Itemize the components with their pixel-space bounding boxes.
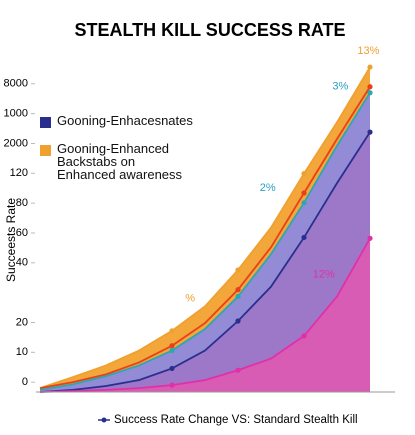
line	[39, 66, 371, 389]
area	[40, 238, 370, 392]
y-tick-label: 20	[16, 316, 28, 328]
point	[235, 293, 241, 300]
y-tick-label: 10	[16, 346, 28, 358]
y-tick-label: 120	[10, 167, 28, 179]
point	[367, 235, 373, 241]
y-tick-label: 8000	[4, 78, 28, 90]
point	[169, 365, 175, 372]
line	[39, 92, 371, 391]
point	[367, 64, 373, 70]
line	[39, 237, 371, 393]
point	[235, 318, 241, 324]
point	[301, 200, 307, 206]
point	[301, 234, 307, 241]
y-tick-label: 40	[16, 257, 28, 269]
point	[235, 267, 241, 273]
point	[169, 382, 175, 388]
y-tick-label: 60	[16, 227, 28, 239]
point	[301, 190, 307, 196]
legend-swatch	[40, 117, 51, 128]
line	[39, 131, 371, 393]
legend: Gooning-Enhacesnates Gooning-Enhanced Bac…	[40, 114, 193, 195]
legend-label: Gooning-Enhanced Backstabs on Enhanced a…	[57, 141, 183, 182]
legend-item: Gooning-Enhacesnates	[40, 114, 193, 128]
annotation: 13%	[357, 45, 379, 57]
chart-title: STEALTH KILL SUCCESS RATE	[74, 20, 345, 40]
y-tick-label: 2000	[4, 137, 28, 149]
legend-dot	[101, 417, 107, 423]
line	[39, 86, 371, 390]
bottom-legend: Success Rate Change VS: Standard Stealth…	[114, 414, 358, 426]
point	[169, 343, 175, 349]
annotation: 2%	[260, 182, 276, 194]
y-tick-label: 0	[22, 376, 28, 388]
annotation: %	[185, 293, 195, 305]
y-axis-label: Succeests Rate	[4, 198, 18, 282]
legend-label: Gooning-Enhacesnates	[57, 113, 193, 128]
annotation: 3%	[332, 81, 348, 93]
annotation: 12%	[313, 269, 335, 281]
y-tick-label: 80	[16, 197, 28, 209]
point	[367, 129, 373, 135]
point	[235, 287, 241, 293]
point	[169, 347, 175, 354]
point	[169, 328, 175, 334]
point	[367, 90, 373, 96]
point	[367, 84, 373, 90]
legend-item: Gooning-Enhanced Backstabs on Enhanced a…	[40, 142, 193, 181]
point	[235, 367, 241, 373]
legend-swatch	[40, 145, 51, 156]
y-tick-label: 1000	[4, 108, 28, 120]
point	[301, 170, 307, 177]
plot	[39, 64, 373, 393]
point	[301, 333, 307, 339]
area	[40, 132, 370, 392]
